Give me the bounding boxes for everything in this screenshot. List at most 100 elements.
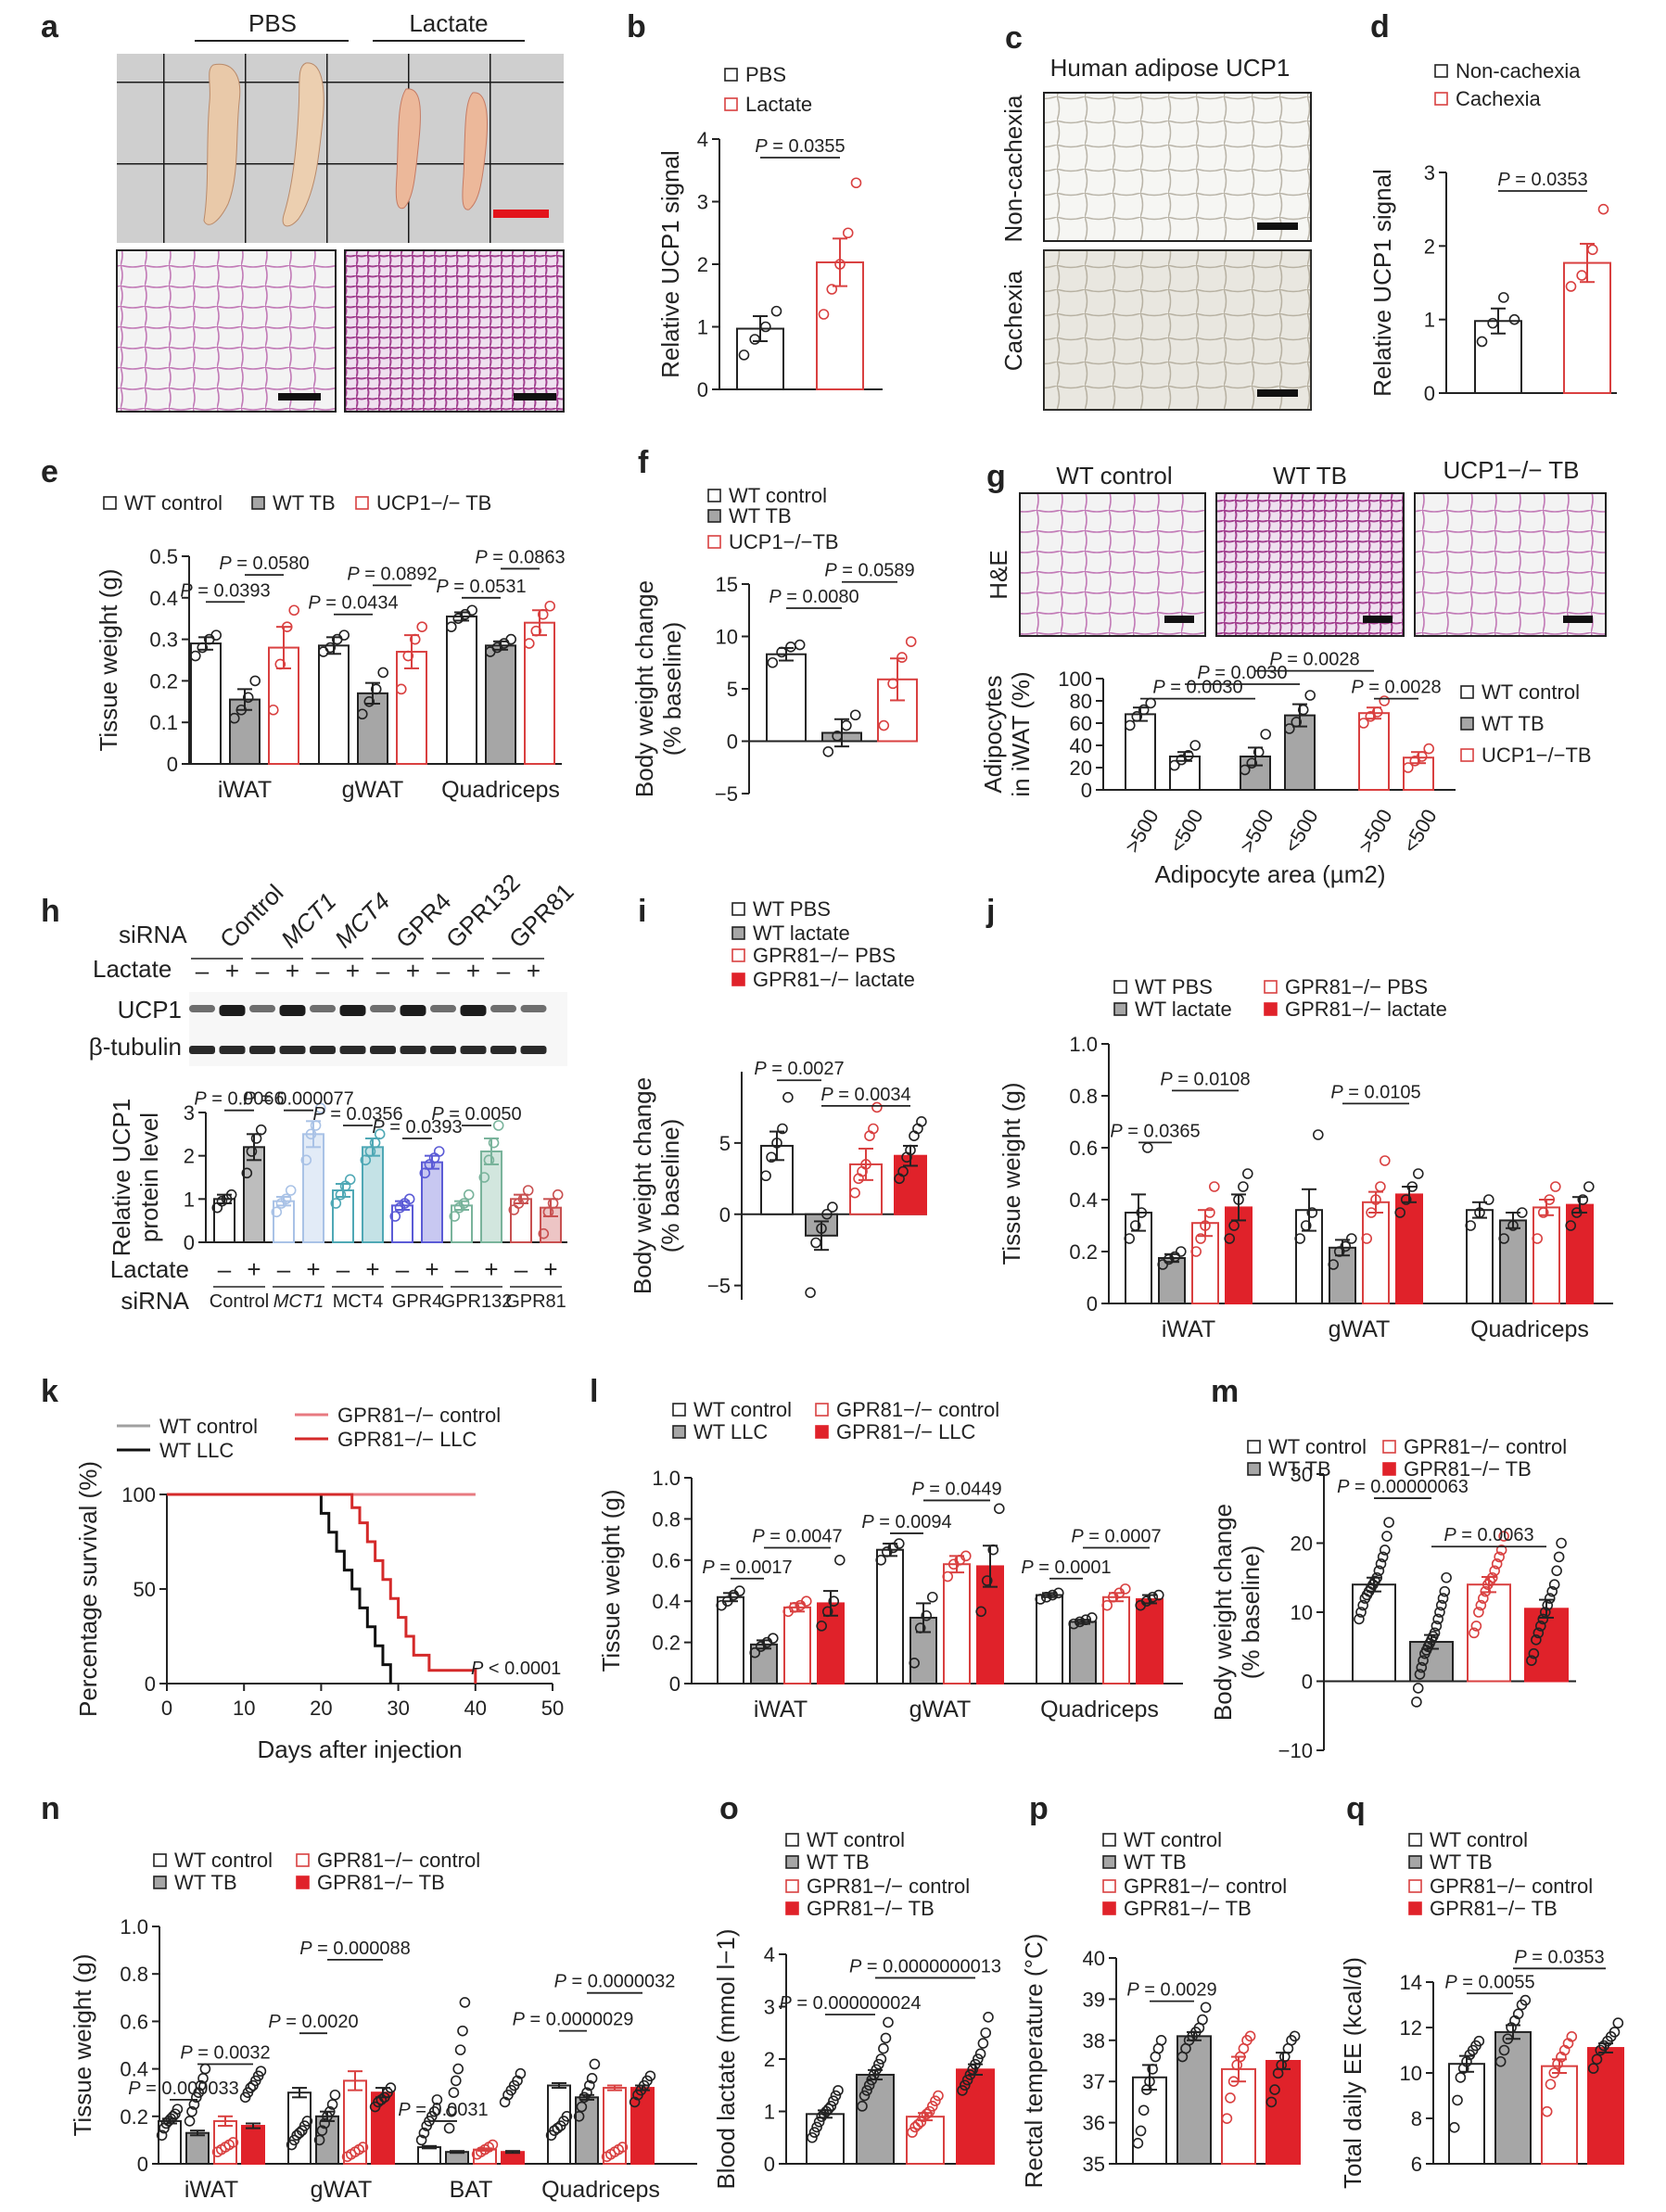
chart-j-data-point [1204, 1207, 1215, 1218]
chart-j-data-point [1129, 1220, 1141, 1231]
chart-j-bar [1362, 1201, 1390, 1305]
chart-h-data-point [522, 1185, 534, 1196]
chart-n-bar [417, 2146, 441, 2166]
chart-h-lactate-sign: + [247, 1255, 261, 1283]
chart-m-legend-label: WT control [1268, 1435, 1367, 1458]
chart-o-data-point [813, 2117, 825, 2128]
chart-o-legend-swatch [785, 1879, 799, 1893]
chart-b-legend-swatch [724, 97, 738, 111]
chart-n-legend-label: GPR81−/− control [317, 1849, 480, 1872]
chart-f-pvalue: P = 0.0080 [769, 587, 858, 607]
panel-label-a: a [41, 9, 59, 44]
chart-n-data-point [617, 2142, 629, 2153]
chart-q-legend-swatch [1408, 1833, 1422, 1847]
chart-b-data-point [842, 227, 854, 239]
chart-h-lactate-sign: + [365, 1255, 379, 1283]
chart-j-data-point [1163, 1253, 1175, 1265]
chart-g-legend-swatch [1460, 748, 1474, 762]
chart-g-xlabel: Adipocyte area (µm2) [1154, 860, 1385, 888]
chart-o-data-point [915, 2117, 927, 2128]
chart-e-data-point [197, 642, 209, 654]
chart-h-lactate-sign: + [484, 1255, 498, 1283]
chart-e-legend-label: UCP1−/− TB [376, 491, 491, 515]
chart-h-data-point [542, 1206, 554, 1218]
chart-m-data-point [1553, 1551, 1565, 1563]
chart-g-data-point [1182, 749, 1194, 761]
chart-j-data-point [1294, 1233, 1305, 1244]
chart-k-xtick-label: 0 [161, 1697, 172, 1720]
photo-a-group-lactate: Lactate [409, 9, 488, 37]
chart-l-pvalue: P = 0.0449 [911, 1479, 1001, 1499]
chart-m-data-point [1535, 1621, 1546, 1632]
blot-ucp1-band [279, 1005, 306, 1016]
chart-d-data-point [1487, 317, 1498, 329]
chart-g-data-point [1291, 716, 1303, 728]
chart-i-data-point [771, 1138, 782, 1149]
chart-m-data-point [1532, 1627, 1545, 1639]
chart-k-legend-label: GPR81−/− LLC [337, 1428, 477, 1451]
blot-tubulin-band [219, 1046, 246, 1054]
blot-lactate-sign: – [316, 957, 330, 985]
chart-o-data-point [861, 2085, 872, 2096]
chart-p-legend-label: GPR81−/− TB [1124, 1897, 1252, 1920]
chart-f-data-point [887, 678, 898, 690]
chart-n-category-label: BAT [450, 2177, 493, 2203]
chart-l-ytick-label: 1.0 [652, 1467, 680, 1490]
chart-o-data-point [868, 2069, 880, 2080]
chart-o-data-point [808, 2127, 820, 2138]
chart-q-ytick-label: 8 [1411, 2107, 1422, 2130]
blot-bands-image [189, 992, 567, 1066]
chart-o-data-point [878, 2042, 889, 2054]
chart-d-data-point [1508, 313, 1520, 325]
blot-lactate-label: Lactate [93, 955, 172, 983]
blot-lactate-sign: – [196, 957, 210, 985]
chart-j-data-point [1565, 1220, 1576, 1231]
chart-n-data-point [418, 2127, 430, 2139]
chart-i-data-point [871, 1101, 883, 1113]
chart-l-data-point [926, 1591, 938, 1603]
chart-n-data-point [385, 2082, 397, 2093]
chart-n-data-point [316, 2125, 328, 2136]
chart-d-ylabel: Relative UCP1 signal [1368, 169, 1396, 397]
chart-g-data-point [1125, 719, 1136, 731]
chart-h-ylabel: protein level [135, 1112, 163, 1242]
blot-lactate-sign: + [527, 957, 540, 985]
chart-j-data-point [1400, 1194, 1412, 1205]
chart-g-ytick-label: 20 [1070, 756, 1092, 780]
chart-p-data-point [1138, 2104, 1150, 2117]
chart-m-bar [1524, 1608, 1569, 1683]
chart-p-ytick-label: 38 [1083, 2029, 1105, 2053]
chart-b-data-point [760, 321, 771, 333]
chart-m-data-point [1544, 1593, 1556, 1604]
chart-j-data-point [1571, 1207, 1583, 1218]
chart-l-data-point [1147, 1591, 1159, 1603]
chart-o-bar [956, 2068, 995, 2166]
chart-m-legend-label: GPR81−/− TB [1404, 1457, 1532, 1481]
chart-p-ytick-label: 40 [1083, 1947, 1105, 1970]
chart-n-data-point [552, 2122, 564, 2134]
chart-n-bar [575, 2096, 599, 2166]
chart-q-data-point [1502, 2033, 1514, 2045]
chart-j-data-point [1577, 1194, 1589, 1205]
chart-j-data-point [1190, 1246, 1202, 1257]
chart-m-data-point [1434, 1607, 1445, 1618]
chart-d-legend-swatch [1434, 92, 1448, 106]
chart-l-bar [976, 1565, 1004, 1684]
chart-j-legend-label: WT PBS [1135, 975, 1213, 998]
chart-n-data-point [576, 2101, 588, 2113]
chart-h-data-point [285, 1185, 297, 1196]
chart-j-data-point [1498, 1233, 1509, 1244]
panel-label-p: p [1029, 1791, 1049, 1826]
chart-j-bar [1532, 1206, 1560, 1305]
chart-n-data-point [326, 2099, 338, 2110]
chart-n: 0 0.2 0.4 0.6 0.8 1.0 Tissue weight (g) iWAT gWA… [69, 1849, 697, 2203]
blot-lactate-sign: – [376, 957, 390, 985]
chart-i-data-point [782, 1091, 794, 1103]
chart-o-data-point [883, 2016, 894, 2028]
chart-f-legend-label: WT control [729, 484, 827, 507]
chart-h-data-point [225, 1189, 237, 1201]
chart-j-data-point [1370, 1194, 1381, 1205]
chart-h-bar [362, 1146, 384, 1244]
blot-tubulin-band [249, 1046, 275, 1054]
chart-i-legend-label: GPR81−/− PBS [753, 944, 896, 967]
